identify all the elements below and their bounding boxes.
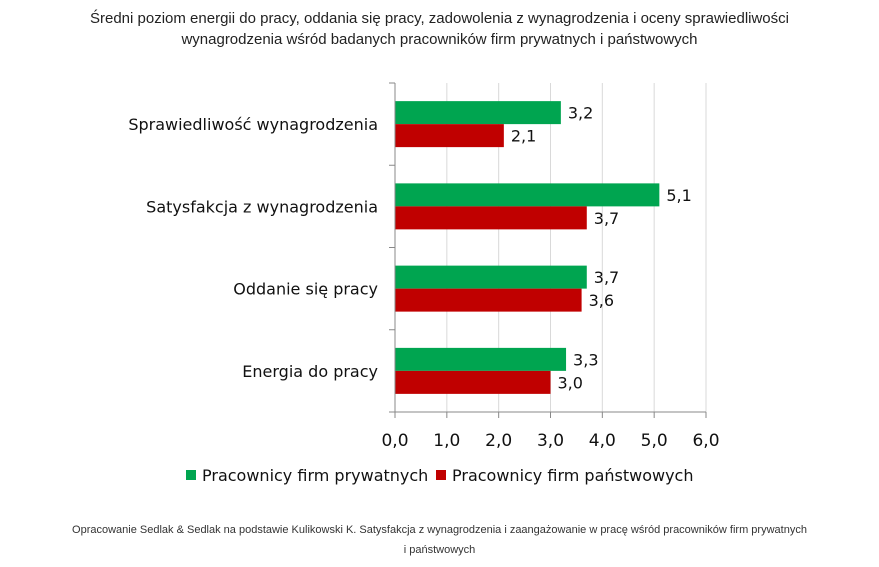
category-label: Oddanie się pracy (233, 280, 378, 299)
data-label: 3,3 (573, 350, 598, 369)
legend-swatch (436, 470, 446, 480)
data-label: 3,7 (594, 268, 619, 287)
source-note-line1: Opracowanie Sedlak & Sedlak na podstawie… (72, 524, 807, 536)
data-label: 2,1 (511, 127, 536, 146)
chart-title: Średni poziom energii do pracy, oddania … (0, 8, 879, 50)
bar-chart: 3,2 2,1 Sprawiedliwość wynagrodzenia 5,1 3,7… (128, 82, 720, 485)
chart-title-line2: wynagrodzenia wśród badanych pracowników… (181, 31, 698, 48)
data-label: 3,7 (594, 209, 619, 228)
x-tick-label: 3,0 (537, 431, 564, 451)
category-label: Energia do pracy (242, 362, 378, 381)
x-tick-label: 4,0 (589, 431, 616, 451)
bar (395, 288, 582, 312)
source-note: Opracowanie Sedlak & Sedlak na podstawie… (0, 520, 879, 560)
bar (395, 124, 504, 148)
source-note-line2: i państwowych (403, 544, 476, 556)
data-label: 3,0 (558, 373, 583, 392)
x-tick-label: 2,0 (485, 431, 512, 451)
bar (395, 206, 587, 230)
bar (395, 101, 561, 125)
bar (395, 347, 567, 371)
bar (395, 370, 551, 394)
x-tick-label: 5,0 (641, 431, 668, 451)
x-tick-label: 1,0 (433, 431, 460, 451)
data-label: 3,2 (568, 104, 593, 123)
bar (395, 265, 587, 289)
chart-title-line1: Średni poziom energii do pracy, oddania … (90, 10, 789, 27)
data-label: 3,6 (589, 291, 614, 310)
legend-label: Pracownicy firm prywatnych (202, 466, 428, 485)
category-label: Sprawiedliwość wynagrodzenia (128, 115, 378, 134)
x-tick-label: 0,0 (381, 431, 408, 451)
legend-swatch (186, 470, 196, 480)
x-tick-label: 6,0 (692, 431, 719, 451)
bar (395, 183, 660, 207)
data-label: 5,1 (666, 186, 691, 205)
category-label: Satysfakcja z wynagrodzenia (146, 197, 378, 216)
legend-label: Pracownicy firm państwowych (452, 466, 693, 485)
